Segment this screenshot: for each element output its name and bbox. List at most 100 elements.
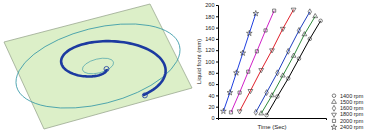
data-point	[234, 70, 240, 75]
data-point	[276, 95, 280, 99]
legend-symbol	[332, 119, 335, 122]
y-tick-mark	[216, 39, 218, 40]
y-tick-label: 140	[205, 36, 214, 42]
plot-area	[221, 8, 323, 117]
legend-entry: 2000 rpm	[332, 118, 363, 124]
data-point	[221, 108, 227, 113]
data-point	[227, 90, 233, 95]
disc-plane	[4, 4, 192, 129]
data-point	[253, 10, 259, 15]
data-point	[246, 30, 252, 35]
y-tick: 40	[208, 93, 218, 99]
data-point	[273, 9, 276, 12]
data-point	[259, 111, 264, 115]
series-line	[231, 11, 274, 113]
legend-entry: 1600 rpm	[332, 105, 363, 111]
y-tick-label: 80	[208, 70, 214, 76]
data-point	[286, 77, 290, 81]
y-axis: 0 20 40 60 80 100 120 140 160 180 200	[205, 2, 218, 121]
y-tick-label: 200	[205, 2, 214, 8]
data-point	[270, 93, 275, 97]
data-point	[291, 53, 296, 57]
y-tick-label: 180	[205, 14, 214, 20]
legend-label: 1400 rpm	[340, 93, 364, 99]
legend-label: 2000 rpm	[340, 118, 364, 124]
data-point	[291, 8, 296, 12]
y-tick: 60	[208, 81, 218, 87]
spiral-channel	[61, 41, 165, 95]
legend-symbol	[331, 124, 337, 129]
y-axis-line	[216, 6, 219, 119]
series-line	[256, 12, 310, 113]
data-point	[308, 37, 312, 41]
x-axis	[219, 119, 327, 121]
data-point	[270, 49, 275, 53]
data-point	[308, 9, 311, 15]
data-point	[280, 27, 285, 31]
data-point	[264, 29, 267, 32]
outlet	[142, 93, 147, 98]
y-tick: 80	[208, 70, 218, 76]
y-tick-mark	[216, 5, 218, 6]
y-tick-mark	[216, 50, 218, 51]
y-tick: 0	[211, 115, 218, 121]
y-tick: 100	[205, 59, 218, 65]
legend-label: 1600 rpm	[340, 105, 364, 111]
y-tick: 120	[205, 47, 218, 53]
legend-symbol	[332, 113, 337, 117]
legend-label: 2400 rpm	[340, 124, 364, 130]
disc-diagram	[4, 4, 192, 129]
y-axis-title: Liquid front (mm)	[196, 39, 202, 84]
disc-edge	[7, 9, 188, 123]
legend: 1400 rpm1500 rpm1600 rpm1800 rpm2000 rpm…	[331, 93, 363, 131]
legend-label: 1500 rpm	[340, 99, 364, 105]
y-tick-label: 20	[208, 104, 214, 110]
legend-entry: 1800 rpm	[332, 111, 364, 117]
disc-center	[81, 55, 115, 76]
data-point	[280, 73, 285, 77]
data-point	[248, 89, 253, 93]
y-tick-mark	[216, 62, 218, 63]
legend-symbol	[332, 99, 337, 103]
series-line	[223, 13, 255, 111]
data-point	[240, 50, 246, 55]
y-tick-mark	[216, 118, 218, 119]
data-point	[302, 32, 307, 36]
y-tick: 160	[205, 25, 218, 31]
y-tick-label: 60	[208, 81, 214, 87]
series-line	[261, 16, 315, 113]
data-point	[276, 70, 279, 76]
data-point	[259, 69, 264, 73]
data-point	[247, 70, 250, 73]
data-point	[254, 109, 257, 115]
data-point	[238, 91, 241, 94]
series-line	[240, 10, 294, 112]
y-tick: 180	[205, 14, 218, 20]
y-tick-label: 100	[205, 59, 214, 65]
y-tick-label: 120	[205, 47, 214, 53]
data-point	[319, 19, 323, 23]
y-tick-label: 40	[208, 93, 214, 99]
y-tick-mark	[216, 16, 218, 17]
figure: 020406080100120140160180200Time (Sec)Liq…	[0, 0, 378, 133]
data-point	[229, 111, 232, 114]
series-line	[267, 21, 321, 115]
legend-entry: 1400 rpm	[332, 93, 363, 99]
y-tick-mark	[216, 107, 218, 108]
y-tick-label: 0	[211, 115, 214, 121]
y-tick-mark	[216, 73, 218, 74]
legend-entry: 1500 rpm	[332, 99, 364, 105]
data-point	[297, 27, 300, 33]
data-point	[287, 48, 290, 54]
legend-symbol	[332, 105, 335, 111]
y-tick-label: 160	[205, 25, 214, 31]
y-tick-mark	[216, 28, 218, 29]
y-tick: 20	[208, 104, 218, 110]
y-tick-mark	[216, 84, 218, 85]
data-point	[265, 90, 268, 96]
inlet	[104, 66, 109, 71]
data-point	[255, 50, 258, 53]
legend-entry: 2400 rpm	[331, 124, 363, 130]
y-tick: 200	[205, 2, 218, 8]
data-point	[265, 113, 269, 117]
